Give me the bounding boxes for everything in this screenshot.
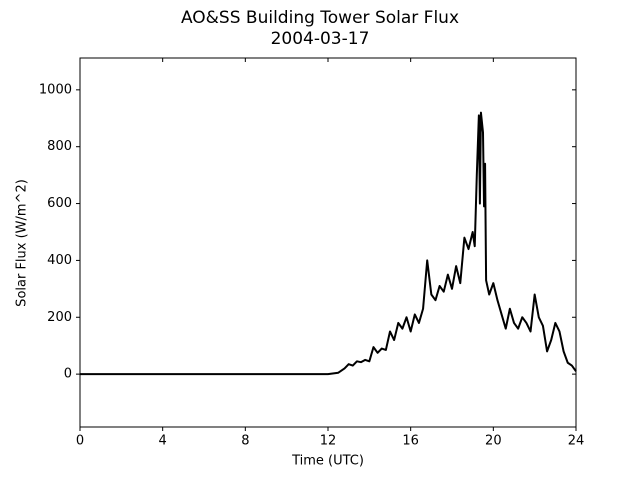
x-tick-label: 20 [485,434,502,449]
chart-title: AO&SS Building Tower Solar Flux [181,8,459,28]
y-tick-label: 800 [47,139,72,154]
x-tick-label: 4 [159,434,167,449]
y-tick-label: 600 [47,196,72,211]
y-axis-label: Solar Flux (W/m^2) [15,179,30,307]
x-tick-label: 12 [320,434,337,449]
x-tick-label: 24 [568,434,585,449]
y-tick-label: 400 [47,253,72,268]
y-tick-label: 0 [64,367,72,382]
x-tick-label: 16 [402,434,419,449]
data-line [80,111,577,376]
plot-frame [79,57,577,428]
chart-subtitle: 2004-03-17 [271,29,370,49]
y-tick-label: 1000 [39,82,72,97]
x-tick-label: 8 [241,434,249,449]
x-axis-label: Time (UTC) [291,454,364,469]
y-tick-label: 200 [47,310,72,325]
x-tick-label: 0 [76,434,84,449]
